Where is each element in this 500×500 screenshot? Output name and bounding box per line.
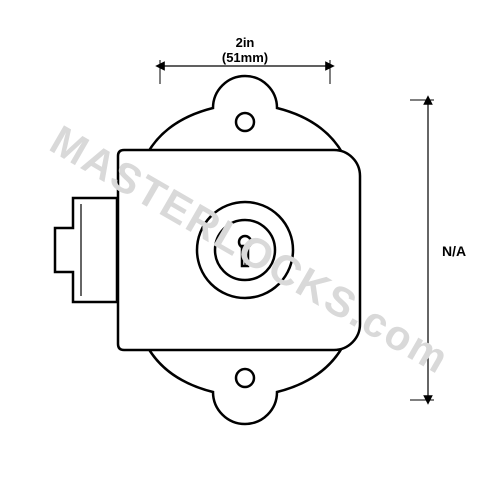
dimension-width-imperial: 2in bbox=[205, 36, 285, 51]
screw-hole-top bbox=[236, 113, 254, 131]
diagram-stage: MASTERLOCKS.com 2in (51mm) N/A bbox=[0, 0, 500, 500]
dimension-height-label: N/A bbox=[442, 243, 466, 259]
latch-bolt bbox=[55, 198, 117, 302]
lock-line-drawing bbox=[0, 0, 500, 500]
screw-hole-bottom bbox=[236, 369, 254, 387]
dimension-width-metric: (51mm) bbox=[205, 51, 285, 66]
dimension-width-label: 2in (51mm) bbox=[205, 36, 285, 66]
